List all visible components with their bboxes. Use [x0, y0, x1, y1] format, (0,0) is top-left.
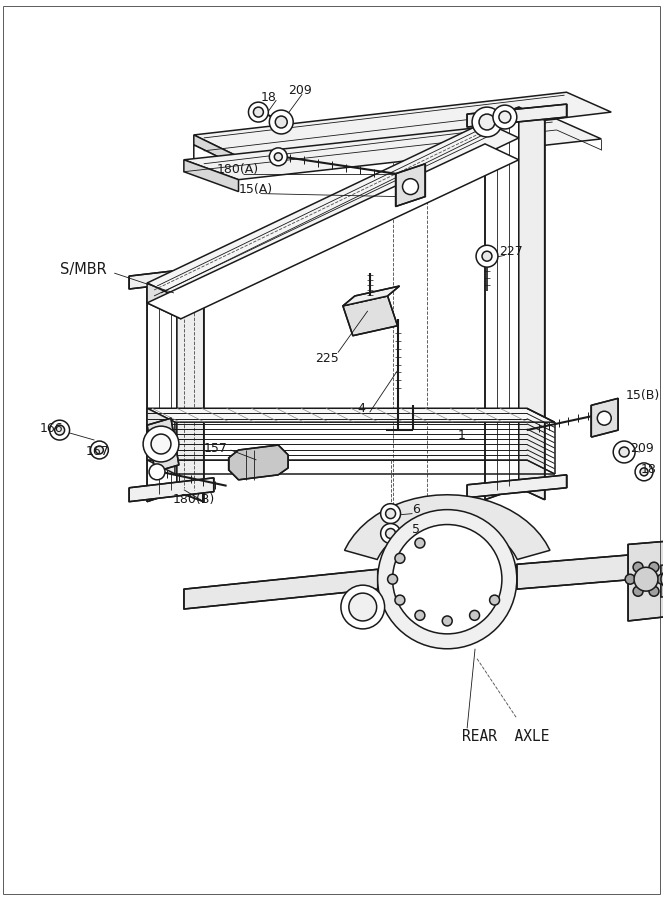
Polygon shape	[517, 554, 636, 590]
Text: 166: 166	[40, 421, 63, 435]
Circle shape	[472, 107, 502, 137]
Circle shape	[274, 153, 282, 161]
Circle shape	[619, 447, 629, 457]
Polygon shape	[345, 495, 550, 560]
Circle shape	[493, 105, 517, 129]
Circle shape	[395, 554, 405, 563]
Text: 180(A): 180(A)	[217, 163, 259, 176]
Text: 1: 1	[457, 428, 465, 442]
Text: 180(B): 180(B)	[173, 493, 215, 506]
Circle shape	[470, 610, 480, 620]
Polygon shape	[184, 570, 378, 609]
Circle shape	[499, 111, 511, 123]
Text: 157: 157	[203, 442, 227, 454]
Polygon shape	[485, 107, 519, 500]
Polygon shape	[184, 160, 239, 192]
Polygon shape	[194, 92, 611, 157]
Circle shape	[476, 246, 498, 267]
Polygon shape	[129, 266, 213, 289]
Text: 15(B): 15(B)	[626, 389, 660, 401]
Circle shape	[381, 524, 400, 544]
Polygon shape	[343, 286, 400, 306]
Circle shape	[613, 441, 635, 463]
Polygon shape	[194, 135, 239, 166]
Circle shape	[657, 574, 667, 584]
Circle shape	[634, 567, 658, 591]
Circle shape	[269, 148, 287, 166]
Circle shape	[635, 463, 653, 481]
Polygon shape	[229, 445, 288, 480]
Circle shape	[393, 525, 502, 634]
Circle shape	[415, 538, 425, 548]
Circle shape	[269, 110, 293, 134]
Circle shape	[381, 504, 400, 524]
Circle shape	[249, 102, 268, 122]
Circle shape	[378, 509, 517, 649]
Circle shape	[395, 595, 405, 605]
Text: 18: 18	[260, 91, 276, 104]
Circle shape	[341, 585, 385, 629]
Polygon shape	[147, 409, 175, 474]
Polygon shape	[343, 296, 398, 336]
Circle shape	[640, 468, 648, 476]
Polygon shape	[396, 164, 426, 206]
Text: 227: 227	[499, 245, 523, 257]
Text: 15(A): 15(A)	[239, 183, 273, 196]
Circle shape	[91, 441, 108, 459]
Circle shape	[149, 464, 165, 480]
Polygon shape	[129, 478, 213, 501]
Text: REAR  AXLE: REAR AXLE	[462, 729, 550, 743]
Polygon shape	[467, 104, 566, 127]
Polygon shape	[147, 144, 519, 319]
Text: 18: 18	[641, 464, 657, 476]
Circle shape	[388, 574, 398, 584]
Circle shape	[633, 586, 643, 596]
Circle shape	[55, 425, 65, 435]
Circle shape	[253, 107, 263, 117]
Polygon shape	[661, 563, 667, 597]
Polygon shape	[147, 273, 177, 501]
Circle shape	[349, 593, 377, 621]
Circle shape	[625, 574, 635, 584]
Circle shape	[151, 434, 171, 454]
Circle shape	[50, 420, 69, 440]
Text: 167: 167	[85, 446, 109, 458]
Polygon shape	[403, 525, 516, 634]
Text: 209: 209	[630, 442, 654, 454]
Circle shape	[661, 570, 667, 590]
Text: S/MBR: S/MBR	[59, 262, 106, 276]
Circle shape	[633, 562, 643, 572]
Polygon shape	[194, 145, 239, 180]
Polygon shape	[147, 409, 554, 422]
Circle shape	[386, 508, 396, 518]
Text: 6: 6	[412, 503, 420, 516]
Circle shape	[402, 179, 418, 194]
Circle shape	[386, 528, 396, 538]
Circle shape	[442, 616, 452, 625]
Circle shape	[415, 610, 425, 620]
Text: 5: 5	[412, 523, 420, 536]
Text: 225: 225	[315, 352, 339, 365]
Polygon shape	[628, 542, 664, 621]
Polygon shape	[147, 283, 181, 319]
Circle shape	[490, 595, 500, 605]
Circle shape	[275, 116, 287, 128]
Polygon shape	[592, 399, 618, 437]
Circle shape	[95, 446, 103, 454]
Circle shape	[479, 114, 495, 130]
Circle shape	[649, 562, 659, 572]
Polygon shape	[147, 122, 519, 299]
Circle shape	[143, 426, 179, 462]
Polygon shape	[177, 273, 203, 501]
Circle shape	[482, 251, 492, 261]
Polygon shape	[184, 119, 601, 180]
Polygon shape	[147, 418, 179, 472]
Circle shape	[649, 586, 659, 596]
Text: 209: 209	[288, 84, 312, 96]
Polygon shape	[467, 475, 566, 498]
Polygon shape	[519, 107, 545, 500]
Circle shape	[598, 411, 611, 425]
Text: 4: 4	[358, 401, 366, 415]
